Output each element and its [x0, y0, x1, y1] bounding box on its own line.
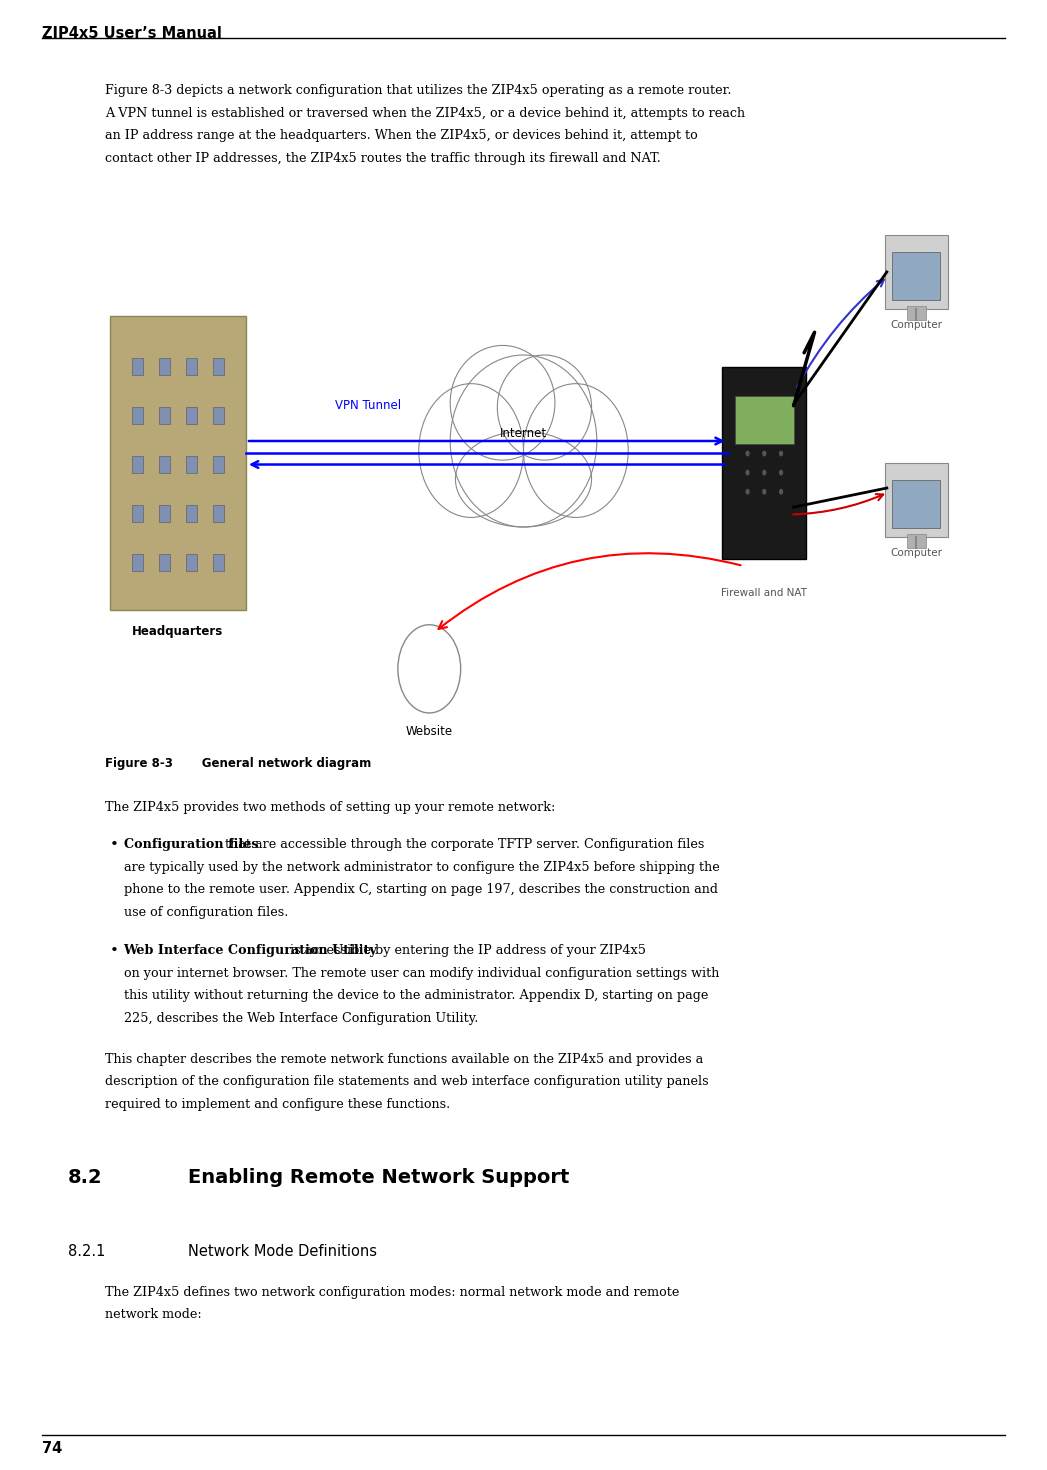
Bar: [132, 407, 142, 423]
Text: 8.2.1: 8.2.1: [68, 1244, 106, 1260]
Bar: [132, 357, 142, 375]
Text: an IP address range at the headquarters. When the ZIP4x5, or devices behind it, : an IP address range at the headquarters.…: [105, 129, 697, 143]
Text: phone to the remote user. Appendix C, starting on page 197, describes the constr: phone to the remote user. Appendix C, st…: [124, 883, 717, 897]
Text: Network Mode Definitions: Network Mode Definitions: [188, 1244, 378, 1260]
Circle shape: [745, 488, 750, 494]
Text: •: •: [110, 944, 118, 958]
Text: use of configuration files.: use of configuration files.: [124, 906, 288, 919]
Bar: [159, 407, 170, 423]
Bar: [186, 407, 197, 423]
Bar: [186, 504, 197, 522]
Bar: [892, 481, 940, 528]
Bar: [110, 316, 246, 610]
FancyArrowPatch shape: [439, 553, 740, 629]
Bar: [907, 534, 926, 547]
Bar: [214, 504, 224, 522]
Circle shape: [762, 469, 766, 476]
Bar: [186, 456, 197, 473]
Text: Web Interface Configuration Utility: Web Interface Configuration Utility: [124, 944, 377, 957]
Bar: [214, 357, 224, 375]
Ellipse shape: [419, 384, 524, 517]
Text: Website: Website: [405, 725, 453, 738]
Text: VPN Tunnel: VPN Tunnel: [335, 398, 401, 412]
Text: description of the configuration file statements and web interface configuration: description of the configuration file st…: [105, 1076, 709, 1088]
Text: required to implement and configure these functions.: required to implement and configure thes…: [105, 1098, 450, 1111]
Ellipse shape: [524, 384, 628, 517]
FancyArrowPatch shape: [797, 279, 884, 387]
Bar: [159, 554, 170, 570]
Bar: [132, 504, 142, 522]
Bar: [885, 235, 948, 309]
Text: on your internet browser. The remote user can modify individual configuration se: on your internet browser. The remote use…: [124, 967, 719, 979]
Text: The ZIP4x5 defines two network configuration modes: normal network mode and remo: The ZIP4x5 defines two network configura…: [105, 1285, 680, 1298]
Text: A VPN tunnel is established or traversed when the ZIP4x5, or a device behind it,: A VPN tunnel is established or traversed…: [105, 107, 744, 119]
Ellipse shape: [497, 354, 592, 460]
Circle shape: [762, 450, 766, 456]
Text: Internet: Internet: [499, 428, 548, 440]
Text: 74: 74: [42, 1441, 62, 1455]
Bar: [159, 504, 170, 522]
Circle shape: [762, 488, 766, 494]
Bar: [735, 397, 794, 444]
Bar: [214, 554, 224, 570]
Ellipse shape: [450, 356, 597, 528]
Text: Computer: Computer: [890, 548, 942, 559]
Bar: [214, 456, 224, 473]
Circle shape: [745, 450, 750, 456]
Bar: [159, 357, 170, 375]
Circle shape: [779, 450, 783, 456]
Circle shape: [779, 488, 783, 494]
Text: network mode:: network mode:: [105, 1308, 201, 1322]
Bar: [159, 456, 170, 473]
Bar: [186, 357, 197, 375]
Circle shape: [779, 469, 783, 476]
Ellipse shape: [455, 432, 592, 528]
Text: 225, describes the Web Interface Configuration Utility.: 225, describes the Web Interface Configu…: [124, 1013, 477, 1025]
Text: this utility without returning the device to the administrator. Appendix D, star: this utility without returning the devic…: [124, 989, 708, 1003]
Text: Firewall and NAT: Firewall and NAT: [721, 588, 807, 598]
Text: •: •: [110, 838, 118, 853]
Text: Computer: Computer: [890, 320, 942, 331]
Circle shape: [398, 625, 461, 713]
Bar: [722, 368, 806, 559]
Bar: [186, 554, 197, 570]
Bar: [132, 456, 142, 473]
Text: is accessible by entering the IP address of your ZIP4x5: is accessible by entering the IP address…: [286, 944, 646, 957]
Text: Configuration files: Configuration files: [124, 838, 258, 851]
Text: are typically used by the network administrator to configure the ZIP4x5 before s: are typically used by the network admini…: [124, 861, 719, 873]
Text: Figure 8-3       General network diagram: Figure 8-3 General network diagram: [105, 757, 371, 770]
Bar: [132, 554, 142, 570]
Text: that are accessible through the corporate TFTP server. Configuration files: that are accessible through the corporat…: [221, 838, 705, 851]
Text: Figure 8-3 depicts a network configuration that utilizes the ZIP4x5 operating as: Figure 8-3 depicts a network configurati…: [105, 84, 731, 97]
Ellipse shape: [450, 345, 555, 460]
Bar: [214, 407, 224, 423]
Text: ZIP4x5 User’s Manual: ZIP4x5 User’s Manual: [42, 26, 222, 41]
Bar: [892, 253, 940, 300]
Text: Enabling Remote Network Support: Enabling Remote Network Support: [188, 1167, 570, 1186]
Text: This chapter describes the remote network functions available on the ZIP4x5 and : This chapter describes the remote networ…: [105, 1053, 703, 1066]
Circle shape: [745, 469, 750, 476]
Text: The ZIP4x5 provides two methods of setting up your remote network:: The ZIP4x5 provides two methods of setti…: [105, 801, 555, 814]
Text: contact other IP addresses, the ZIP4x5 routes the traffic through its firewall a: contact other IP addresses, the ZIP4x5 r…: [105, 153, 661, 165]
Bar: [885, 463, 948, 537]
Text: 8.2: 8.2: [68, 1167, 103, 1186]
Bar: [907, 307, 926, 320]
FancyArrowPatch shape: [794, 494, 884, 514]
Text: Headquarters: Headquarters: [132, 625, 224, 638]
